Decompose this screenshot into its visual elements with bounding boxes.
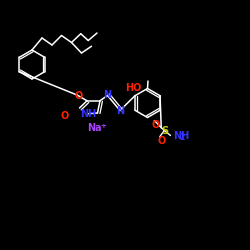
Text: NH: NH bbox=[80, 109, 96, 119]
Text: 2: 2 bbox=[180, 133, 184, 142]
Text: HO: HO bbox=[126, 83, 142, 93]
Text: NH: NH bbox=[173, 131, 190, 141]
Text: O: O bbox=[61, 111, 69, 121]
Text: Na: Na bbox=[87, 123, 102, 133]
Text: N: N bbox=[116, 106, 124, 116]
Text: O: O bbox=[152, 120, 160, 130]
Text: N: N bbox=[104, 90, 112, 101]
Text: +: + bbox=[100, 123, 106, 129]
Text: S: S bbox=[162, 126, 168, 136]
Text: O: O bbox=[158, 136, 166, 145]
Text: O: O bbox=[74, 91, 83, 101]
